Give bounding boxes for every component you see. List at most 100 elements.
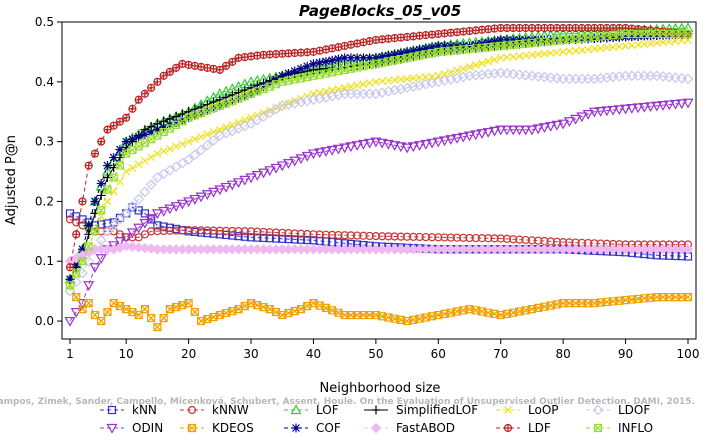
data-point xyxy=(253,227,262,236)
legend-item: FastABOD xyxy=(364,421,455,434)
data-point xyxy=(134,160,143,169)
data-point xyxy=(165,226,174,235)
data-point xyxy=(504,406,512,414)
data-point xyxy=(384,232,393,241)
data-point xyxy=(320,147,332,157)
data-point xyxy=(265,234,274,243)
data-point xyxy=(122,113,131,122)
data-point xyxy=(159,222,168,231)
data-point xyxy=(432,137,444,148)
data-point xyxy=(153,221,162,230)
data-point xyxy=(240,232,249,241)
data-point xyxy=(89,263,101,273)
data-point xyxy=(276,100,288,112)
data-point xyxy=(122,209,131,218)
data-point xyxy=(359,80,368,89)
data-point xyxy=(283,99,294,110)
data-point xyxy=(159,147,168,156)
data-point xyxy=(376,138,388,149)
data-point xyxy=(426,77,438,89)
data-point xyxy=(322,87,330,96)
data-point xyxy=(96,190,106,200)
data-point xyxy=(190,61,199,70)
data-point xyxy=(602,43,611,52)
data-point xyxy=(559,47,568,56)
data-point xyxy=(592,404,604,416)
data-point xyxy=(265,228,274,237)
data-point xyxy=(170,202,182,212)
legend: kNN kNNW LOF SimplifiedLOF LoOP LDOF ODIN KDEOS… xyxy=(100,403,653,434)
data-point xyxy=(432,76,444,88)
data-point xyxy=(290,229,299,238)
data-point xyxy=(190,135,199,144)
data-point xyxy=(533,35,543,45)
data-point xyxy=(539,35,549,45)
data-point xyxy=(484,57,493,66)
data-point xyxy=(308,94,319,106)
data-point xyxy=(133,223,145,234)
data-point xyxy=(153,149,162,158)
data-point xyxy=(114,214,126,225)
data-point xyxy=(434,233,443,242)
data-point xyxy=(590,44,599,53)
x-tick-label: 90 xyxy=(618,347,633,361)
data-point xyxy=(139,218,151,229)
legend-label: FastABOD xyxy=(396,421,455,434)
data-point xyxy=(65,263,75,272)
data-point xyxy=(159,122,169,132)
data-point xyxy=(203,63,212,72)
data-point xyxy=(439,75,450,86)
data-point xyxy=(333,54,343,64)
data-point xyxy=(215,226,224,235)
data-point xyxy=(103,307,112,317)
data-point xyxy=(682,244,694,255)
data-point xyxy=(513,125,525,136)
data-point xyxy=(396,48,406,58)
data-point xyxy=(509,52,518,61)
data-point xyxy=(122,114,130,122)
data-point xyxy=(78,197,86,205)
data-point xyxy=(110,122,118,130)
data-point xyxy=(514,35,524,45)
data-point xyxy=(465,62,474,71)
data-point xyxy=(72,230,81,239)
data-point xyxy=(164,204,176,215)
x-tick-label: 70 xyxy=(493,347,508,361)
data-point xyxy=(402,232,412,241)
data-point xyxy=(145,243,157,254)
data-point xyxy=(302,61,312,71)
data-point xyxy=(264,166,276,177)
data-point xyxy=(291,423,301,433)
data-point xyxy=(482,127,494,138)
data-point xyxy=(120,241,132,252)
data-point xyxy=(321,56,331,66)
y-axis: 0.0 0.1 0.2 0.3 0.4 0.5 xyxy=(35,15,62,328)
data-point xyxy=(164,164,176,176)
data-point xyxy=(526,125,538,136)
data-point xyxy=(320,92,332,103)
data-point xyxy=(246,52,256,61)
y-tick-label: 0.4 xyxy=(35,75,54,89)
data-point xyxy=(216,66,224,74)
data-point xyxy=(147,83,156,92)
data-point xyxy=(676,99,688,110)
data-point xyxy=(359,231,368,240)
legend-label: KDEOS xyxy=(212,421,254,434)
data-point xyxy=(415,45,425,55)
data-point xyxy=(146,127,156,137)
data-point xyxy=(228,226,237,236)
data-point xyxy=(183,197,195,208)
x-axis-label: Neighborhood size xyxy=(320,381,441,396)
data-point xyxy=(638,102,650,113)
data-point xyxy=(128,104,137,113)
data-point xyxy=(427,233,437,242)
data-point xyxy=(451,133,463,144)
data-point xyxy=(370,422,382,434)
data-point xyxy=(440,233,449,242)
data-point xyxy=(90,196,100,206)
data-point xyxy=(390,49,400,59)
data-point xyxy=(284,229,293,238)
data-point xyxy=(208,187,220,198)
data-point xyxy=(459,233,468,242)
data-point xyxy=(415,73,424,82)
